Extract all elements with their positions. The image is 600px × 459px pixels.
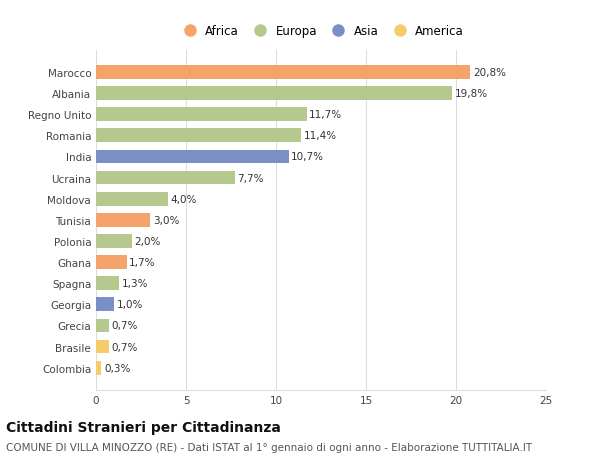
Bar	[96, 150, 289, 164]
Text: 4,0%: 4,0%	[170, 194, 197, 204]
Text: 0,7%: 0,7%	[112, 342, 137, 352]
Bar	[96, 361, 101, 375]
Text: 2,0%: 2,0%	[134, 236, 161, 246]
Bar	[96, 192, 168, 206]
Text: 1,3%: 1,3%	[122, 279, 149, 289]
Text: Cittadini Stranieri per Cittadinanza: Cittadini Stranieri per Cittadinanza	[6, 420, 281, 434]
Text: 3,0%: 3,0%	[152, 215, 179, 225]
Text: 0,3%: 0,3%	[104, 363, 130, 373]
Legend: Africa, Europa, Asia, America: Africa, Europa, Asia, America	[176, 22, 466, 40]
Bar	[96, 256, 127, 269]
Bar	[96, 340, 109, 353]
Text: COMUNE DI VILLA MINOZZO (RE) - Dati ISTAT al 1° gennaio di ogni anno - Elaborazi: COMUNE DI VILLA MINOZZO (RE) - Dati ISTA…	[6, 442, 532, 452]
Text: 20,8%: 20,8%	[473, 68, 506, 78]
Text: 0,7%: 0,7%	[112, 321, 137, 330]
Text: 11,7%: 11,7%	[310, 110, 343, 120]
Bar	[96, 129, 301, 143]
Bar	[96, 319, 109, 333]
Text: 10,7%: 10,7%	[291, 152, 324, 162]
Bar	[96, 66, 470, 79]
Bar	[96, 87, 452, 101]
Bar	[96, 298, 114, 312]
Bar	[96, 213, 150, 227]
Bar	[96, 108, 307, 122]
Text: 1,7%: 1,7%	[130, 257, 156, 268]
Text: 7,7%: 7,7%	[238, 173, 264, 183]
Text: 19,8%: 19,8%	[455, 89, 488, 99]
Text: 11,4%: 11,4%	[304, 131, 337, 141]
Bar	[96, 235, 132, 248]
Text: 1,0%: 1,0%	[116, 300, 143, 310]
Bar	[96, 277, 119, 291]
Bar	[96, 171, 235, 185]
